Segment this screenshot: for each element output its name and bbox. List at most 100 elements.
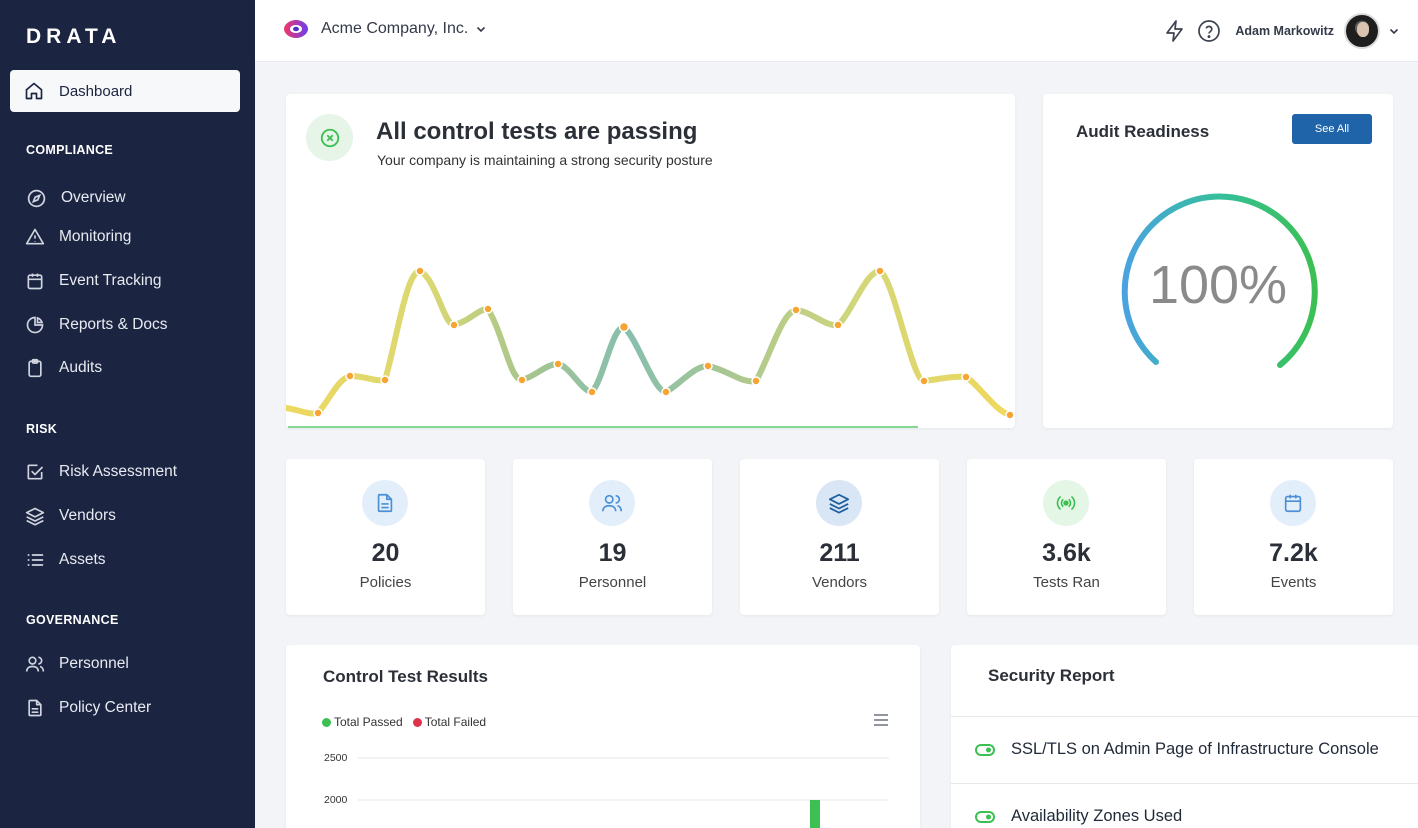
readiness-percent: 100% [1148,255,1288,315]
y-tick-2000: 2000 [324,794,348,806]
stat-card-events[interactable]: 7.2k Events [1194,459,1393,615]
stat-label: Tests Ran [1033,574,1100,591]
stat-card-tests-ran[interactable]: 3.6k Tests Ran [967,459,1166,615]
sidebar-item-reports-docs[interactable]: Reports & Docs [25,313,168,337]
see-all-button[interactable]: See All [1292,114,1372,144]
broadcast-icon [1043,480,1089,526]
sidebar-item-label: Monitoring [59,228,132,245]
legend-item-passed[interactable]: Total Passed [322,715,403,729]
divider [951,783,1418,784]
calendar-icon [1270,480,1316,526]
divider [951,716,1418,717]
sidebar-item-vendors[interactable]: Vendors [25,504,116,528]
pie-chart-icon [26,316,44,334]
legend-label: Total Passed [334,715,403,729]
section-risk: RISK [26,422,58,436]
legend-dot [322,717,331,727]
sidebar-item-risk-assessment[interactable]: Risk Assessment [25,460,177,484]
sidebar-item-event-tracking[interactable]: Event Tracking [25,269,162,293]
hero-subtitle: Your company is maintaining a strong sec… [377,152,713,168]
drata-logo[interactable]: DRATA [26,25,122,48]
calendar-icon [27,273,43,290]
stat-value: 20 [371,539,400,567]
user-name[interactable]: Adam Markowitz [1235,24,1334,38]
legend-item-failed[interactable]: Total Failed [412,715,487,729]
toggle-on-icon [975,810,995,823]
security-report-card: Security Report SSL/TLS on Admin Page of… [951,645,1418,828]
control-test-results-card: Control Test Results Total Passed Total … [286,645,920,828]
hamburger-menu-icon[interactable] [873,713,889,727]
users-icon [589,480,635,526]
check-circle-icon [306,114,353,161]
list-icon [27,554,44,566]
sidebar-item-policy-center[interactable]: Policy Center [25,696,151,720]
company-switcher[interactable]: Acme Company, Inc. [283,17,487,41]
compass-icon [27,189,46,207]
stat-label: Policies [359,574,412,591]
sidebar-item-label: Event Tracking [59,272,162,289]
section-governance: GOVERNANCE [26,613,119,627]
readiness-gauge [1121,193,1318,368]
sidebar-item-label: Vendors [59,507,116,524]
security-report-title: Security Report [988,666,1115,685]
sidebar-item-overview[interactable]: Overview [26,186,126,210]
sidebar-item-dashboard[interactable]: Dashboard [10,70,240,112]
stat-value: 7.2k [1269,539,1318,567]
sidebar-item-personnel[interactable]: Personnel [25,652,129,676]
company-logo-icon [284,20,308,38]
lightning-icon[interactable] [1163,19,1187,43]
sidebar: DRATA Dashboard COMPLIANCE Overview Moni… [0,0,255,828]
hero-title: All control tests are passing [376,118,698,145]
security-report-item[interactable]: SSL/TLS on Admin Page of Infrastructure … [975,740,1379,759]
chart-legend: Total Passed Total Failed [322,715,496,729]
stat-value: 19 [598,539,627,567]
warning-triangle-icon [25,228,45,245]
security-report-item-label: Availability Zones Used [1011,807,1183,825]
stat-card-vendors[interactable]: 211 Vendors [740,459,939,615]
avatar[interactable] [1344,13,1380,49]
stat-label: Personnel [578,574,647,591]
control-test-bar-chart: 2500 2000 [324,752,889,828]
sidebar-item-label: Dashboard [59,82,133,100]
stat-card-personnel[interactable]: 19 Personnel [513,459,712,615]
stat-label: Vendors [811,574,868,591]
sidebar-item-monitoring[interactable]: Monitoring [25,225,131,249]
stat-label: Events [1270,574,1317,591]
sidebar-item-label: Policy Center [59,699,152,716]
control-tests-status-card: All control tests are passing Your compa… [286,94,1015,428]
legend-label: Total Failed [424,715,487,729]
control-test-results-title: Control Test Results [323,667,488,686]
security-report-item[interactable]: Availability Zones Used [975,807,1182,826]
chevron-down-icon [477,26,486,33]
clipboard-icon [28,358,42,378]
security-report-item-label: SSL/TLS on Admin Page of Infrastructure … [1011,740,1379,758]
audit-readiness-card: Audit Readiness See All 100% [1043,94,1393,428]
company-name: Acme Company, Inc. [321,20,469,37]
stat-card-policies[interactable]: 20 Policies [286,459,485,615]
section-compliance: COMPLIANCE [26,143,114,157]
sidebar-item-label: Risk Assessment [59,463,178,480]
trend-points [313,266,1015,420]
bar-passed [810,800,820,828]
chevron-down-icon[interactable] [1388,25,1400,37]
home-icon [25,82,43,100]
sidebar-item-label: Personnel [59,655,129,672]
layers-icon [816,480,862,526]
checkbox-icon [27,464,44,480]
toggle-on-icon [975,743,995,756]
legend-dot [412,717,422,727]
users-icon [25,656,45,672]
y-tick-2500: 2500 [324,752,348,764]
document-icon [28,699,42,717]
sidebar-item-assets[interactable]: Assets [25,548,106,572]
help-icon[interactable] [1197,19,1221,43]
sidebar-item-label: Overview [61,189,126,206]
layers-icon [25,507,45,526]
sidebar-item-label: Reports & Docs [59,316,168,333]
sidebar-item-label: Assets [59,551,106,568]
sidebar-item-audits[interactable]: Audits [25,356,102,380]
audit-readiness-title: Audit Readiness [1076,122,1210,141]
top-bar: Acme Company, Inc. Adam Markowitz [255,0,1418,62]
document-icon [362,480,408,526]
sidebar-item-label: Audits [59,359,103,376]
